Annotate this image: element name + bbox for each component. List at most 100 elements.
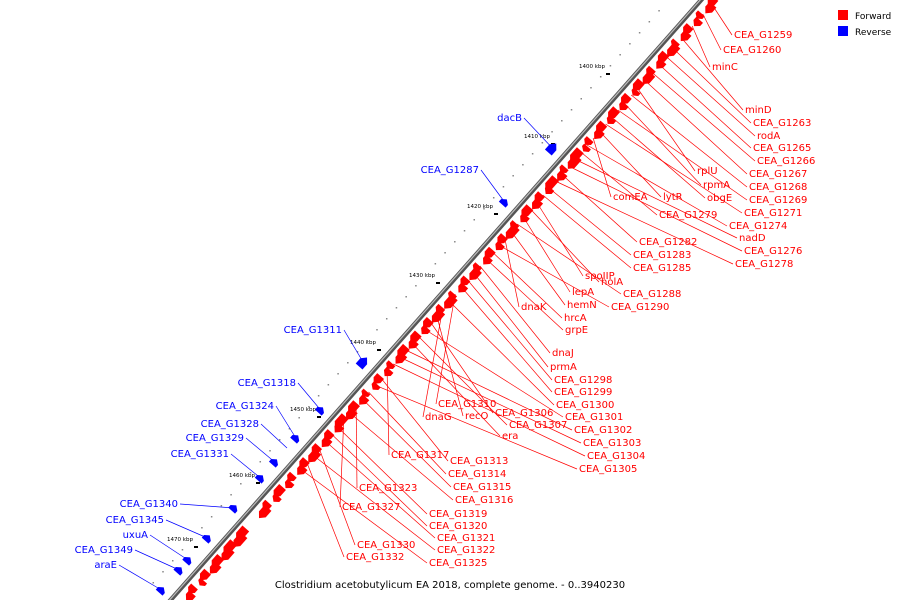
gene-label: uxuA xyxy=(123,530,149,541)
gene-label: lepA xyxy=(572,287,594,298)
gene-label: CEA_G1310 xyxy=(438,399,496,410)
gene-label: CEA_G1327 xyxy=(342,502,400,513)
gene-label: CEA_G1276 xyxy=(744,246,802,257)
callout-line xyxy=(510,230,566,306)
minor-tick xyxy=(269,450,271,452)
callout-line xyxy=(492,251,563,319)
callout-line xyxy=(405,349,573,431)
minor-tick xyxy=(385,318,388,320)
tick-label: 1400 kbp xyxy=(579,64,605,70)
gene-label: CEA_G1299 xyxy=(554,387,612,398)
minor-tick xyxy=(337,373,339,375)
gene-label: obgE xyxy=(707,193,732,204)
callout-line xyxy=(393,363,586,457)
callout-line xyxy=(165,519,208,539)
callout-line xyxy=(380,377,449,462)
minor-tick xyxy=(522,164,524,166)
forward-gene xyxy=(221,546,235,561)
gene-label: CEA_G1315 xyxy=(453,482,511,493)
gene-label: CEA_G1267 xyxy=(749,169,807,180)
forward-gene xyxy=(273,483,286,498)
reverse-gene xyxy=(268,459,279,468)
gene-label: araE xyxy=(94,560,117,571)
forward-gene xyxy=(557,170,568,181)
callout-line xyxy=(658,63,752,149)
gene-label: CEA_G1279 xyxy=(659,210,717,221)
callout-line xyxy=(681,37,744,111)
gene-label: CEA_G1269 xyxy=(749,195,807,206)
minor-tick xyxy=(405,296,407,298)
forward-gene xyxy=(606,115,617,124)
forward-gene xyxy=(198,577,208,586)
minor-tick xyxy=(434,263,437,265)
callout-line xyxy=(480,169,505,203)
forward-gene xyxy=(482,254,493,265)
gene-label: CEA_G1282 xyxy=(639,237,697,248)
gene-label: hemN xyxy=(567,300,597,311)
gene-label: rplU xyxy=(697,166,718,177)
forward-gene xyxy=(185,590,196,600)
gene-label: CEA_G1349 xyxy=(75,545,133,556)
callout-line xyxy=(504,237,520,308)
minor-tick xyxy=(240,483,242,485)
map-caption: Clostridium acetobutylicum EA 2018, comp… xyxy=(275,580,625,591)
minor-tick xyxy=(376,329,378,331)
callout-line xyxy=(644,79,748,175)
forward-gene xyxy=(505,224,520,239)
callout-line xyxy=(691,25,711,68)
callout-line xyxy=(149,534,189,561)
minor-tick xyxy=(201,527,203,529)
callout-line xyxy=(599,130,662,198)
reverse-gene xyxy=(314,407,324,416)
forward-gene xyxy=(667,42,681,57)
minor-tick xyxy=(317,395,320,397)
gene-label: holA xyxy=(601,277,623,288)
gene-label: spoIIP xyxy=(585,271,615,282)
gene-label: CEA_G1271 xyxy=(744,208,802,219)
gene-label: dnaJ xyxy=(552,348,574,359)
gene-label: CEA_G1305 xyxy=(579,464,637,475)
gene-label: comEA xyxy=(613,192,648,203)
callout-line xyxy=(245,437,275,463)
callout-layer xyxy=(118,3,756,591)
callout-line xyxy=(461,286,553,393)
reverse-gene xyxy=(544,143,557,156)
gene-label: CEA_G1268 xyxy=(749,182,807,193)
gene-label: lytR xyxy=(663,192,683,203)
forward-gene xyxy=(308,448,322,463)
forward-gene xyxy=(423,317,434,329)
gene-label: CEA_G1313 xyxy=(450,456,508,467)
legend-forward-swatch xyxy=(838,10,848,20)
callout-line xyxy=(411,342,501,437)
forward-gene xyxy=(284,478,295,489)
callout-line xyxy=(297,382,321,411)
callout-line xyxy=(417,335,508,426)
gene-label: recO xyxy=(465,411,489,422)
callout-line xyxy=(331,433,428,527)
forward-gene xyxy=(608,106,620,119)
callout-line xyxy=(711,3,733,36)
callout-line xyxy=(592,137,612,198)
gene-label: CEA_G1324 xyxy=(216,401,274,412)
gene-layer xyxy=(155,0,719,600)
callout-line xyxy=(485,258,564,331)
minor-tick xyxy=(551,131,553,133)
callout-line xyxy=(561,173,638,243)
minor-tick xyxy=(541,142,544,144)
forward-gene xyxy=(346,407,358,420)
legend-reverse-swatch xyxy=(838,26,848,36)
callout-line xyxy=(554,180,734,265)
gene-label: CEA_G1331 xyxy=(171,449,229,460)
reverse-gene xyxy=(173,567,183,576)
reverse-gene xyxy=(498,199,508,208)
gene-label: CEA_G1298 xyxy=(554,375,612,386)
minor-tick xyxy=(230,494,232,496)
forward-gene xyxy=(383,366,394,377)
gene-label: CEA_G1330 xyxy=(357,540,415,551)
gene-label: CEA_G1287 xyxy=(421,165,479,176)
tick-label: 1430 kbp xyxy=(409,273,435,279)
callout-line xyxy=(467,279,553,381)
tick-mark xyxy=(377,349,381,351)
callout-line xyxy=(611,116,706,199)
minor-tick xyxy=(181,549,184,551)
